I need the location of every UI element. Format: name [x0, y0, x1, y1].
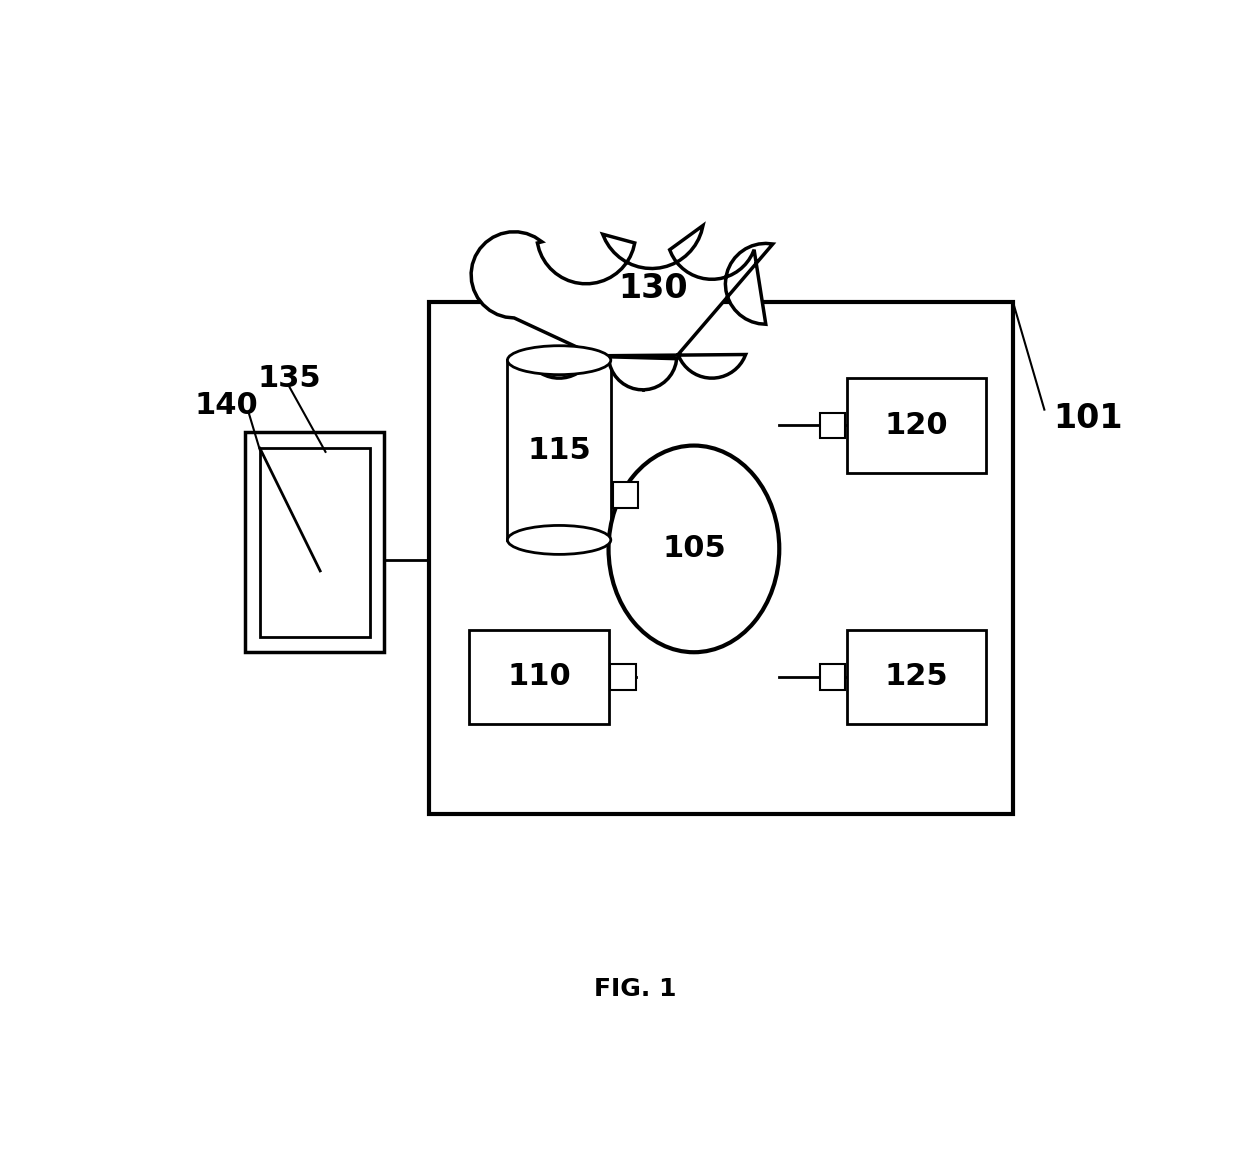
Text: 101: 101 [1053, 403, 1123, 435]
Bar [820, 664, 844, 690]
Text: 130: 130 [619, 272, 688, 305]
Ellipse shape [609, 446, 779, 652]
Bar [820, 413, 844, 438]
Bar [469, 630, 609, 724]
Text: 110: 110 [507, 663, 570, 692]
Text: 125: 125 [884, 663, 949, 692]
Bar [847, 378, 986, 473]
Bar [429, 302, 1013, 815]
Text: 115: 115 [527, 435, 591, 464]
Text: 140: 140 [195, 391, 258, 420]
Bar [610, 664, 635, 690]
Bar [244, 432, 384, 652]
Bar [507, 361, 611, 540]
Ellipse shape [507, 525, 611, 554]
Text: 120: 120 [884, 411, 949, 440]
Text: FIG. 1: FIG. 1 [594, 977, 677, 1001]
Polygon shape [471, 225, 773, 390]
Text: 105: 105 [662, 534, 725, 564]
Text: 135: 135 [258, 364, 321, 392]
Bar [613, 482, 637, 508]
Bar [847, 630, 986, 724]
Bar [260, 448, 370, 637]
Ellipse shape [507, 345, 611, 375]
